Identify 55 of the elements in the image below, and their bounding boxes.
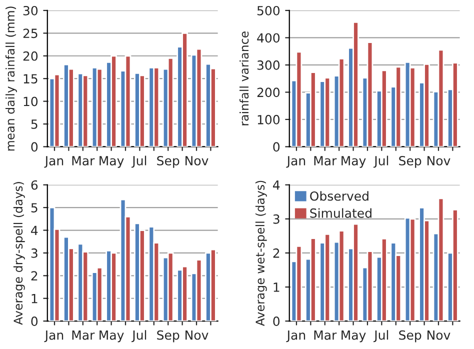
x-tick-label: Sep (399, 330, 422, 342)
y-tick-label: 3 (273, 214, 280, 224)
y-tick-label: 2 (31, 271, 38, 280)
x-tick-label: Jan (286, 330, 306, 342)
y-tick-label: 0 (273, 142, 280, 152)
y-tick-label: 0 (31, 142, 38, 152)
y-tick-label: 15 (24, 74, 38, 84)
y-tick-label: 100 (258, 114, 280, 124)
x-tick-label: May (100, 330, 124, 342)
y-tick-label: 0 (31, 316, 38, 326)
y-tick-label: 4 (273, 180, 280, 190)
y-tick-label: 2 (273, 248, 280, 258)
x-tick-label: Jul (132, 156, 146, 168)
y-tick-label: 6 (31, 180, 38, 190)
y-tick-label: 20 (23, 51, 38, 61)
x-tick-label: Jan (44, 156, 64, 168)
x-tick-label: Sep (157, 330, 180, 342)
y-tick-label: 1 (32, 294, 38, 304)
y-tick-label: 3 (31, 248, 38, 258)
y-tick-label: 10 (24, 96, 38, 106)
y-axis-title: Average wet-spell (days) (255, 180, 267, 326)
x-tick-label: Nov (428, 330, 450, 340)
y-tick-label: 200 (257, 88, 280, 98)
x-tick-label: Mar (72, 156, 95, 166)
x-tick-label: Mar (72, 330, 95, 340)
x-tick-label: May (342, 330, 366, 342)
y-axis-title: rainfall variance (240, 32, 249, 126)
x-tick-label: Mar (314, 156, 337, 166)
y-tick-label: 300 (257, 60, 280, 70)
y-tick-label: 500 (257, 6, 280, 16)
y-tick-label: 400 (257, 33, 280, 43)
x-tick-label: Sep (399, 156, 422, 168)
x-tick-label: Sep (157, 156, 180, 168)
x-tick-label: Jul (373, 330, 388, 342)
x-tick-label: Jul (132, 330, 146, 342)
x-tick-label: May (100, 156, 124, 168)
y-tick-label: 0 (273, 316, 280, 326)
y-tick-label: 5 (31, 120, 38, 129)
y-tick-label: 30 (23, 6, 38, 16)
y-axis-title: mean daily rainfall (mm) (5, 6, 17, 151)
x-tick-label: Jul (373, 156, 388, 168)
y-axis-title: Average dry-spell (days) (13, 182, 25, 325)
y-tick-label: 5 (31, 203, 38, 212)
legend-label: Simulated (310, 208, 372, 218)
x-tick-label: Nov (186, 156, 208, 166)
x-tick-label: Jan (286, 156, 306, 168)
x-tick-label: Jan (44, 330, 64, 342)
y-tick-label: 4 (31, 226, 38, 236)
x-tick-label: Nov (186, 330, 208, 340)
x-tick-label: May (342, 156, 366, 168)
y-tick-label: 25 (23, 28, 38, 38)
legend-label: Observed (310, 191, 368, 201)
y-tick-label: 1 (274, 282, 280, 292)
x-tick-label: Nov (428, 156, 450, 166)
x-tick-label: Mar (314, 330, 337, 340)
